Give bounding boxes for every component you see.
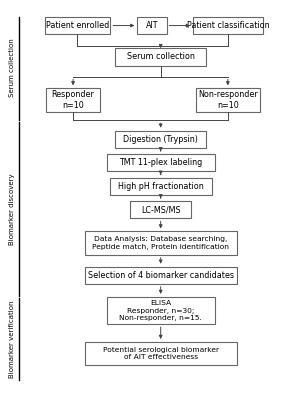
Text: Responder
n=10: Responder n=10: [52, 90, 94, 110]
Text: LC-MS/MS: LC-MS/MS: [141, 205, 181, 214]
Text: Patient classification: Patient classification: [187, 21, 269, 30]
Text: AIT: AIT: [146, 21, 158, 30]
Text: Digestion (Trypsin): Digestion (Trypsin): [123, 135, 198, 144]
FancyBboxPatch shape: [85, 231, 237, 255]
Text: Non-responder
n=10: Non-responder n=10: [198, 90, 258, 110]
Text: Serum collection: Serum collection: [127, 52, 195, 62]
FancyBboxPatch shape: [107, 154, 215, 171]
Text: ELISA
Responder, n=30;
Non-responder, n=15.: ELISA Responder, n=30; Non-responder, n=…: [119, 300, 202, 321]
Text: High pH fractionation: High pH fractionation: [118, 182, 204, 191]
FancyBboxPatch shape: [115, 48, 206, 66]
Text: Potential serological biomarker
of AIT effectiveness: Potential serological biomarker of AIT e…: [103, 347, 219, 360]
Text: Serum collection: Serum collection: [9, 39, 15, 98]
Text: Patient enrolled: Patient enrolled: [46, 21, 109, 30]
Text: Data Analysis: Database searching,
Peptide match, Protein identification: Data Analysis: Database searching, Pepti…: [92, 236, 229, 250]
FancyBboxPatch shape: [85, 342, 237, 366]
Text: TMT 11-plex labeling: TMT 11-plex labeling: [119, 158, 202, 167]
FancyBboxPatch shape: [137, 17, 167, 34]
FancyBboxPatch shape: [193, 17, 263, 34]
FancyBboxPatch shape: [107, 297, 215, 324]
Text: Biomarker verification: Biomarker verification: [9, 300, 15, 378]
FancyBboxPatch shape: [130, 201, 191, 218]
Text: Selection of 4 biomarker candidates: Selection of 4 biomarker candidates: [88, 271, 234, 280]
FancyBboxPatch shape: [45, 17, 110, 34]
FancyBboxPatch shape: [110, 178, 212, 195]
Text: Biomarker discovery: Biomarker discovery: [9, 173, 15, 245]
FancyBboxPatch shape: [85, 267, 237, 284]
FancyBboxPatch shape: [115, 131, 206, 148]
FancyBboxPatch shape: [196, 88, 260, 112]
FancyBboxPatch shape: [46, 88, 100, 112]
